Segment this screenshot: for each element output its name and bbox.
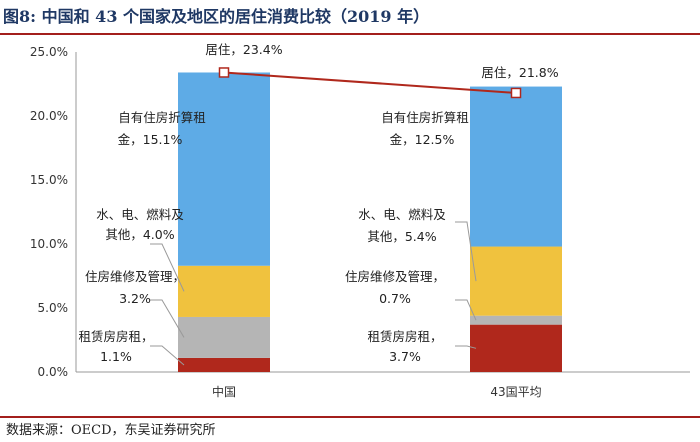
leader-line-3 [455, 345, 477, 349]
data-source-note: 数据来源：OECD，东吴证券研究所 [6, 423, 216, 438]
bar-0-series-0 [178, 357, 270, 372]
source-divider [0, 416, 700, 418]
y-tick-label-3: 15.0% [30, 173, 68, 187]
leader-line-1 [150, 299, 185, 338]
data-label-avg-util-line2: 其他，5.4% [367, 229, 436, 244]
bar-1-series-1 [470, 315, 562, 325]
data-label-china-rent-line1: 租赁房房租， [78, 329, 153, 344]
data-label-china-maint-line1: 住房维修及管理， [85, 269, 185, 284]
leader-line-2 [150, 243, 185, 292]
data-label-avg-own-line2: 金，12.5% [390, 132, 455, 147]
total-line [223, 71, 517, 94]
y-tick-label-5: 25.0% [30, 45, 68, 59]
data-label-avg-rent-line2: 3.7% [389, 349, 421, 364]
y-tick-label-1: 5.0% [38, 301, 69, 315]
y-tick-labels: 0.0% 5.0% 10.0% 15.0% 20.0% 25.0% [30, 45, 68, 379]
x-tick-label-china: 中国 [212, 384, 236, 399]
data-label-china-own-line1: 自有住房折算租 [118, 110, 206, 125]
data-label-avg-total: 居住，21.8% [481, 65, 558, 80]
data-label-avg-own-line1: 自有住房折算租 [381, 110, 469, 125]
leader-line-4 [455, 299, 477, 321]
data-label-china-util-line1: 水、电、燃料及 [96, 207, 184, 222]
total-line-layer [218, 67, 522, 99]
stacked-bar-chart: 0.0% 5.0% 10.0% 15.0% 20.0% 25.0% 中国 43国平均 居住… [30, 42, 690, 399]
data-label-china-own-line2: 金，15.1% [118, 132, 183, 147]
bar-0-series-2 [178, 265, 270, 317]
leader-line-0 [150, 345, 185, 366]
y-tick-label-2: 10.0% [30, 237, 68, 251]
chart-title: 图8: 中国和 43 个国家及地区的居住消费比较（2019 年） [3, 7, 430, 26]
y-tick-label-0: 0.0% [38, 365, 69, 379]
bar-0-series-1 [178, 316, 270, 358]
title-divider [0, 33, 700, 35]
leader-line-5 [455, 221, 477, 282]
data-label-avg-maint-line1: 住房维修及管理， [345, 269, 445, 284]
leader-lines [150, 221, 477, 366]
data-label-china-rent-line2: 1.1% [100, 349, 132, 364]
data-label-china-util-line2: 其他，4.0% [105, 227, 174, 242]
bar-0-series-3 [178, 72, 270, 266]
data-label-china-total: 居住，23.4% [205, 42, 282, 57]
data-label-china-maint-line2: 3.2% [119, 291, 151, 306]
bar-1-series-3 [470, 86, 562, 247]
y-tick-label-4: 20.0% [30, 109, 68, 123]
x-tick-label-43-avg: 43国平均 [490, 385, 541, 399]
total-marker-1 [510, 87, 522, 99]
data-label-avg-util-line1: 水、电、燃料及 [358, 207, 446, 222]
total-marker-0 [218, 67, 230, 78]
data-label-avg-rent-line1: 租赁房房租， [367, 329, 442, 344]
bar-1-series-2 [470, 246, 562, 316]
bar-segments [178, 72, 562, 372]
data-label-avg-maint-line2: 0.7% [379, 291, 411, 306]
bar-1-series-0 [470, 324, 562, 372]
